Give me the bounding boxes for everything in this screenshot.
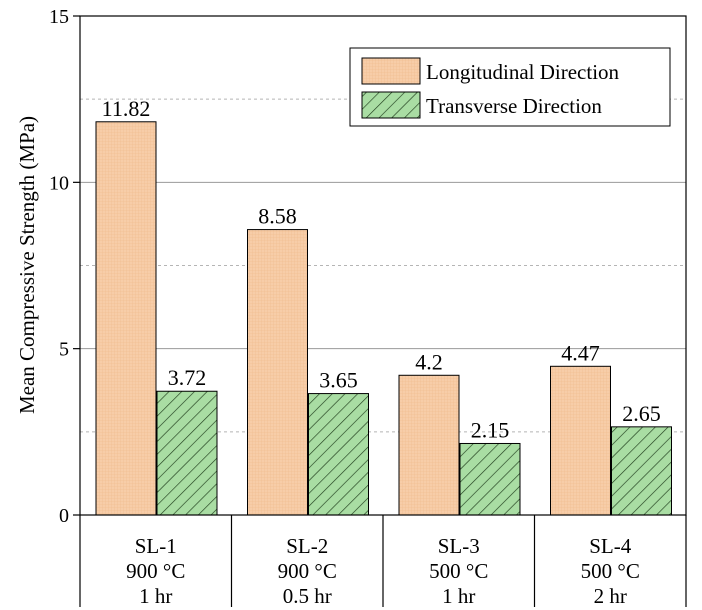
category-label: 500 °C	[429, 559, 488, 583]
category-label: SL-1	[135, 534, 177, 558]
category-label: 1 hr	[442, 584, 475, 608]
bar-transverse	[308, 393, 369, 516]
category-label: 1 hr	[139, 584, 172, 608]
bar-longitudinal	[95, 121, 157, 516]
data-label: 3.65	[319, 368, 358, 393]
bars	[95, 121, 672, 516]
legend-swatch	[361, 57, 421, 85]
data-label: 4.2	[415, 349, 443, 374]
y-tick-label: 15	[49, 6, 69, 28]
data-labels: 11.82 3.72 8.58 3.65 4.2 2.15 4.47 2.65	[102, 96, 661, 443]
legend-label: Longitudinal Direction	[426, 60, 620, 84]
y-tick-label: 10	[49, 172, 69, 194]
data-label: 3.72	[168, 365, 207, 390]
bar-longitudinal	[398, 374, 460, 516]
bar-transverse	[156, 390, 218, 516]
bar-longitudinal	[550, 365, 611, 516]
y-axis-label: Mean Compressive Strength (MPa)	[15, 116, 39, 414]
category-label: SL-3	[438, 534, 480, 558]
bar-longitudinal	[247, 229, 308, 516]
data-label: 4.47	[561, 340, 600, 365]
bar-transverse	[611, 426, 672, 516]
category-label: SL-4	[589, 534, 632, 558]
data-label: 2.65	[622, 401, 661, 426]
legend-label: Transverse Direction	[426, 94, 602, 118]
category-label: SL-2	[286, 534, 328, 558]
data-label: 2.15	[471, 417, 510, 442]
y-tick-label: 5	[59, 339, 69, 361]
category-label: 0.5 hr	[283, 584, 332, 608]
category-label: 500 °C	[581, 559, 640, 583]
bar-transverse	[459, 442, 521, 516]
data-label: 11.82	[102, 96, 151, 121]
y-tick-label: 0	[59, 505, 69, 527]
legend-swatch	[361, 91, 421, 119]
category-label: 900 °C	[126, 559, 185, 583]
legend: Longitudinal Direction Transverse Directi…	[349, 47, 671, 127]
category-label: 900 °C	[278, 559, 337, 583]
data-label: 8.58	[258, 204, 297, 229]
category-label: 2 hr	[594, 584, 627, 608]
